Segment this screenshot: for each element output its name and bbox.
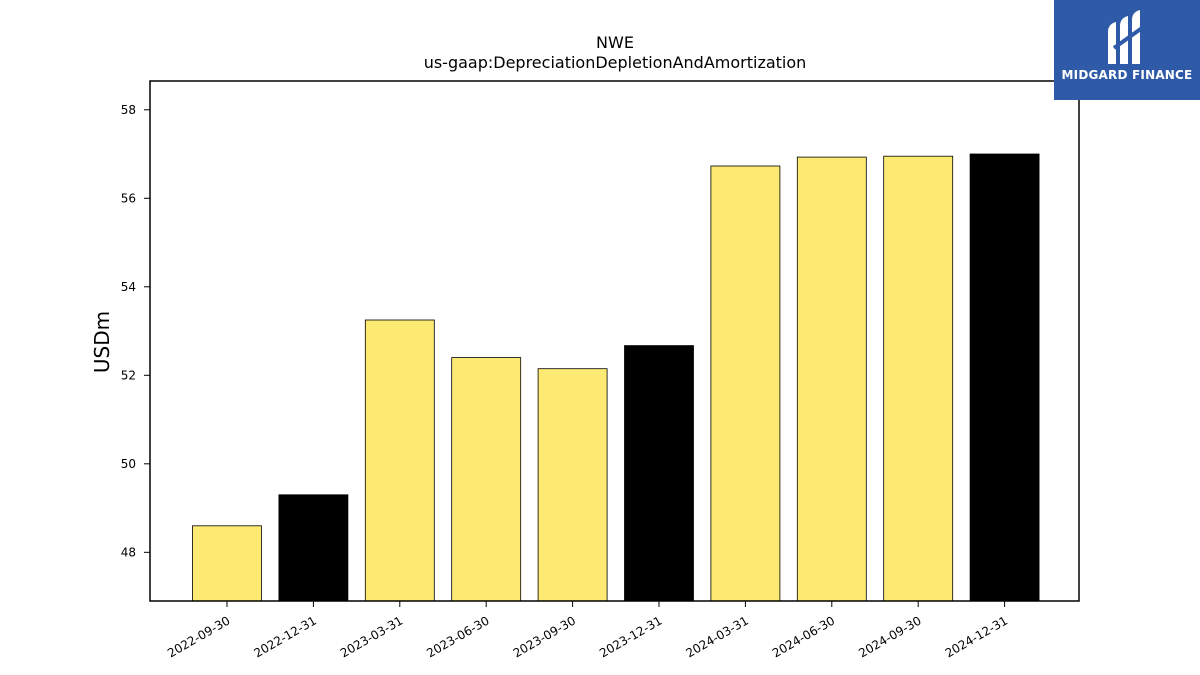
bar-2022-09-30 [192,525,262,602]
plot-frame [149,80,1080,602]
bar-2023-09-30 [537,368,608,602]
x-tick-label: 2024-03-31 [683,613,750,660]
brand-logo: MIDGARD FINANCE [1054,0,1200,100]
bar-2024-06-30 [796,156,867,602]
x-tick-label: 2023-12-31 [597,613,664,660]
x-tick-label: 2024-06-30 [770,613,837,660]
y-tick-label: 52 [121,368,136,382]
chart-title: NWE [596,33,634,52]
chart-subtitle: us-gaap:DepreciationDepletionAndAmortiza… [424,53,807,72]
x-tick-label: 2023-03-31 [338,613,405,660]
x-tick-label: 2024-12-31 [943,613,1010,660]
midgard-logo-icon [1108,10,1144,64]
x-tick-label: 2023-09-30 [511,613,578,660]
y-tick-label: 50 [121,457,136,471]
bar-2022-12-31 [278,494,349,602]
bar-2023-06-30 [451,357,522,602]
bar-2023-03-31 [364,319,435,602]
bar-2024-09-30 [883,155,954,602]
y-tick-label: 56 [121,191,136,205]
y-tick-label: 58 [121,103,136,117]
x-tick-label: 2022-12-31 [251,613,318,660]
bar-2024-03-31 [710,165,781,602]
bar-2024-12-31 [969,153,1040,602]
y-axis-label: USDm [90,311,114,373]
x-tick-label: 2024-09-30 [856,613,923,660]
brand-name: MIDGARD FINANCE [1061,68,1193,82]
x-axis-ticks: 2022-09-30 2022-12-31 2023-03-31 2023-06-30… [165,601,1010,660]
x-tick-label: 2023-06-30 [424,613,491,660]
bar-group [192,153,1040,602]
bar-2023-12-31 [624,345,694,602]
y-tick-label: 54 [121,280,136,294]
y-tick-label: 48 [121,545,136,559]
y-axis-ticks: 48 50 52 54 56 58 [121,103,150,559]
x-tick-label: 2022-09-30 [165,613,232,660]
